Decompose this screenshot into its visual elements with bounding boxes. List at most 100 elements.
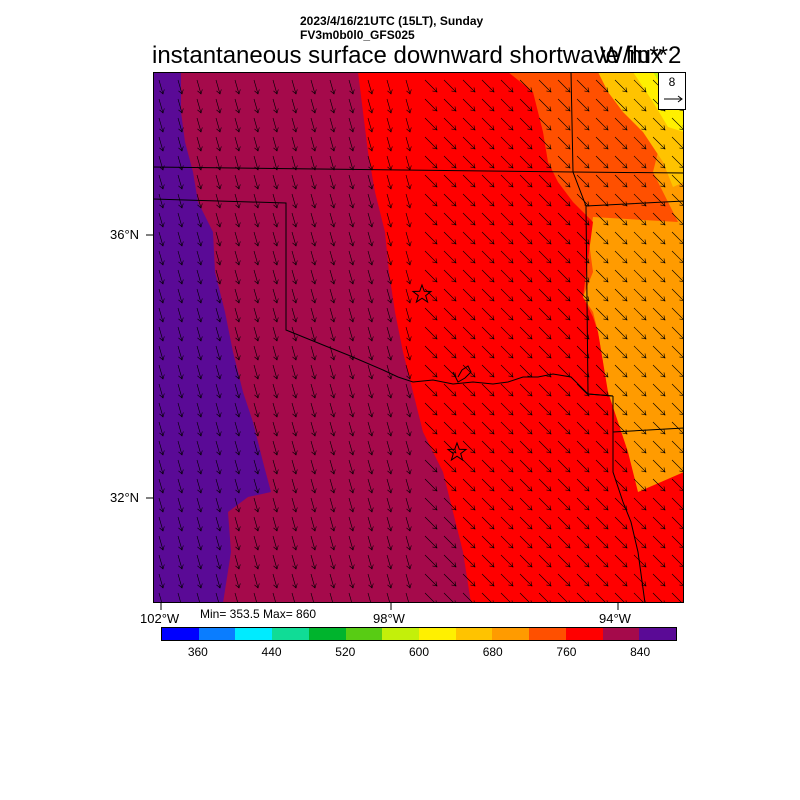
wind-arrow <box>424 326 438 340</box>
wind-arrow <box>614 364 628 378</box>
wind-arrow <box>272 440 278 456</box>
wind-arrow-head <box>330 203 336 209</box>
wind-arrow <box>652 516 666 530</box>
wind-arrow <box>500 98 514 112</box>
wind-arrow <box>614 136 628 150</box>
wind-arrow <box>671 212 684 226</box>
wind-arrow-head <box>387 545 393 551</box>
wind-arrow-head <box>565 334 571 340</box>
wind-arrow-head <box>546 125 552 131</box>
wind-arrow-head <box>368 450 374 456</box>
wind-arrow-head <box>584 87 590 93</box>
wind-arrow <box>177 592 182 603</box>
wind-arrow <box>405 497 411 513</box>
wind-arrow-head <box>254 260 260 266</box>
wind-arrow-head <box>489 182 495 188</box>
wind-arrow <box>386 459 392 475</box>
wind-arrow <box>329 573 335 589</box>
wind-arrow <box>462 269 476 283</box>
wind-arrow <box>329 364 335 380</box>
wind-arrow <box>215 136 221 152</box>
wind-arrow-head <box>368 583 374 589</box>
wind-arrow <box>557 383 571 397</box>
wind-arrow-head <box>273 108 279 114</box>
wind-arrow-head <box>451 410 457 416</box>
wind-arrow-head <box>235 374 241 380</box>
wind-arrow <box>196 364 202 380</box>
wind-arrow <box>671 535 684 549</box>
wind-arrow-head <box>273 89 279 95</box>
wind-arrow-head <box>349 431 355 437</box>
wind-arrow <box>177 174 183 190</box>
wind-arrow-head <box>349 545 355 551</box>
wind-arrow <box>253 516 259 532</box>
wind-arrow-head <box>603 505 609 511</box>
wind-arrow <box>386 554 392 570</box>
wind-arrow-head <box>216 393 222 399</box>
wind-arrow <box>405 212 411 228</box>
wind-arrow-head <box>603 163 609 169</box>
wind-arrow <box>215 269 221 285</box>
wind-arrow-head <box>432 429 438 435</box>
wind-arrow-head <box>546 524 552 530</box>
wind-arrow-head <box>470 220 476 226</box>
wind-arrow <box>633 364 647 378</box>
wind-arrow-head <box>254 488 260 494</box>
wind-arrow <box>196 573 202 589</box>
wind-arrow-head <box>641 448 647 454</box>
wind-arrow-head <box>470 486 476 492</box>
wind-arrow-head <box>546 505 552 511</box>
wind-arrow <box>500 383 514 397</box>
wind-arrow <box>234 383 240 399</box>
wind-arrow <box>671 402 684 416</box>
wind-arrow <box>481 497 495 511</box>
wind-arrow <box>595 193 609 207</box>
wind-arrow <box>519 345 533 359</box>
wind-arrow <box>633 117 647 131</box>
wind-arrow <box>253 421 259 437</box>
forecast-datetime: 2023/4/16/21UTC (15LT), Sunday <box>300 14 484 28</box>
wind-arrow-head <box>470 144 476 150</box>
wind-arrow <box>291 440 297 456</box>
wind-arrow-head <box>406 355 412 361</box>
wind-arrow <box>329 307 335 323</box>
wind-arrow <box>253 592 258 603</box>
wind-arrow <box>367 516 373 532</box>
wind-arrow <box>652 535 666 549</box>
wind-arrow-head <box>451 201 457 207</box>
wind-arrow-head <box>470 277 476 283</box>
wind-arrow-head <box>622 467 628 473</box>
wind-arrow <box>310 535 316 551</box>
wind-arrow-head <box>641 391 647 397</box>
wind-arrow-head <box>273 203 279 209</box>
wind-arrow <box>405 288 411 304</box>
wind-arrow-head <box>660 163 666 169</box>
wind-arrow <box>519 155 533 169</box>
wind-arrow-head <box>641 239 647 245</box>
wind-arrow-head <box>565 353 571 359</box>
wind-arrow <box>595 117 609 131</box>
wind-arrow-head <box>451 467 457 473</box>
wind-arrow <box>614 554 628 568</box>
wind-arrow-head <box>584 505 590 511</box>
wind-arrow-head <box>159 564 165 570</box>
wind-arrow <box>519 307 533 321</box>
wind-arrow-head <box>432 543 438 549</box>
wind-arrow-head <box>432 353 438 359</box>
wind-arrow <box>291 421 297 437</box>
wind-arrow-head <box>565 182 571 188</box>
wind-arrow-head <box>546 486 552 492</box>
wind-arrow-head <box>603 410 609 416</box>
wind-arrow <box>462 402 476 416</box>
wind-arrow-head <box>451 581 457 587</box>
wind-arrow <box>386 98 392 114</box>
wind-arrow <box>196 250 202 266</box>
wind-arrow-head <box>584 524 590 530</box>
wind-arrow-head <box>292 355 298 361</box>
wind-arrow-head <box>584 543 590 549</box>
wind-arrow <box>462 117 476 131</box>
wind-arrow <box>443 307 457 321</box>
wind-arrow <box>519 592 531 603</box>
wind-arrow <box>443 497 457 511</box>
wind-arrow <box>310 573 316 589</box>
